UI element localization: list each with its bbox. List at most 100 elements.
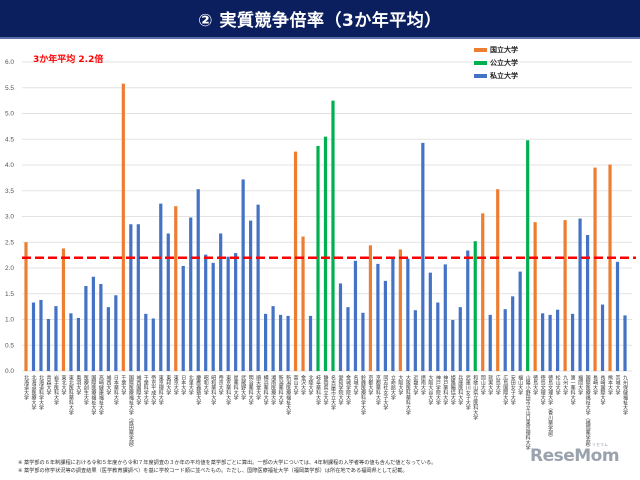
bar-private (181, 265, 185, 371)
bar-private (585, 235, 590, 371)
bar-private (623, 315, 627, 371)
bar-national (496, 189, 500, 371)
x-tick-label: 愛知学院大学 (337, 375, 344, 405)
x-tick-label: 京都薬科大学 (374, 375, 381, 405)
legend-label: 公立大学 (490, 58, 518, 67)
x-tick-label: 東京理科大学 (157, 375, 164, 405)
x-tick-label: 神戸薬科大学 (442, 375, 449, 405)
x-tick-label: 近畿大学 (412, 375, 419, 395)
x-tick-label: 安田女子大学 (509, 375, 516, 405)
bar-national (533, 222, 537, 371)
bar-private (151, 318, 155, 371)
x-tick-label: 大阪医科薬科大学 (404, 375, 411, 415)
bar-private (353, 260, 358, 371)
x-tick-label: 徳島文理大学（香川薬学部） (547, 375, 554, 440)
bar-private (196, 189, 200, 371)
x-tick-label: 名古屋市立大学 (329, 375, 336, 410)
bar-private (106, 307, 110, 371)
bar-private (541, 313, 545, 371)
bar-private (256, 204, 260, 371)
x-tick-label: 横浜薬科大学 (262, 375, 269, 405)
y-tick-label: 6.0 (5, 59, 14, 66)
x-tick-label: 東邦大学 (165, 375, 172, 395)
x-tick-label: 長崎大学 (592, 375, 599, 395)
bar-private (413, 310, 417, 371)
page-title: ② 実質競争倍率（3か年平均） (198, 11, 442, 31)
bar-private (271, 306, 275, 371)
legend: 国立大学 公立大学 私立大学 (474, 43, 518, 82)
x-tick-label: 北陸大学 (307, 375, 314, 395)
bar-public (316, 145, 320, 371)
bar-national (593, 167, 597, 371)
bar-national (174, 206, 178, 371)
bar-private (39, 299, 43, 371)
x-tick-label: 国際医療福祉大学（福岡薬学部） (584, 375, 591, 450)
x-tick-label: 新潟薬科大学 (277, 375, 284, 405)
legend-swatch (474, 60, 487, 65)
x-tick-label: 湘南医療大学 (270, 375, 277, 405)
bar-private (46, 318, 51, 371)
x-tick-label: 姫路獨協大学 (449, 375, 456, 405)
bar-public (331, 100, 335, 371)
legend-item-national: 国立大学 (474, 43, 518, 56)
bar-private (578, 218, 582, 371)
x-tick-label: 城西大学 (105, 375, 112, 395)
bar-private (346, 307, 350, 371)
y-tick-label: 3.5 (5, 188, 14, 195)
bar-national (398, 249, 402, 371)
bar-private (31, 302, 36, 371)
bar-private (159, 203, 163, 371)
bar-private (84, 286, 88, 371)
x-tick-label: 立命館大学 (389, 375, 396, 400)
x-tick-label: 崇城大学 (614, 375, 621, 395)
bar-private (383, 280, 387, 371)
bar-private (264, 313, 268, 371)
x-tick-label: 徳島大学 (532, 375, 539, 395)
legend-item-public: 公立大学 (474, 56, 518, 69)
x-tick-label: 神戸学院大学 (434, 375, 441, 405)
x-tick-label: 城西国際大学 (135, 375, 142, 405)
x-tick-label: 武庫川女子大学 (464, 375, 471, 410)
y-tick-label: 2.0 (5, 265, 14, 272)
bar-national (563, 220, 567, 371)
x-tick-label: 新潟医療福祉大学 (285, 375, 292, 415)
y-tick-label: 3.0 (5, 214, 14, 221)
y-tick-label: 5.5 (5, 85, 14, 92)
x-tick-label: 松山大学 (554, 375, 561, 395)
x-tick-label: 昭和大学 (202, 375, 209, 395)
x-tick-label: 鈴鹿医療科学大学 (359, 375, 366, 415)
bar-national (608, 164, 612, 371)
bar-national (121, 83, 125, 371)
header-bar: ② 実質競争倍率（3か年平均） (0, 0, 640, 39)
bar-national (481, 213, 485, 371)
bar-private (458, 307, 462, 371)
x-tick-label: 明治薬科大学 (247, 375, 254, 405)
x-tick-label: 富山大学 (292, 375, 299, 395)
x-tick-label: 大阪大学 (397, 375, 404, 395)
bar-public (323, 136, 328, 371)
x-tick-label: 昭和薬科大学 (210, 375, 217, 405)
x-tick-label: 熊本大学 (607, 375, 614, 395)
bar-private (114, 295, 118, 371)
average-label: 3か年平均 2.2倍 (33, 55, 104, 65)
x-tick-label: 帝京平成大学 (150, 375, 157, 405)
bar-private (241, 179, 245, 371)
x-tick-label: 摂南大学 (419, 375, 426, 395)
bar-private (144, 313, 148, 371)
bar-private (376, 263, 380, 371)
bar-private (91, 276, 95, 371)
bar-private (548, 314, 552, 371)
x-tick-label: 武蔵野大学 (240, 375, 247, 400)
bar-private (503, 309, 507, 371)
bar-private (54, 306, 58, 371)
x-tick-label: 国際医療福祉大学（成田薬学部） (127, 375, 134, 450)
bar-private (511, 296, 515, 371)
y-tick-label: 2.5 (5, 239, 14, 246)
bar-private (69, 313, 73, 371)
bar-public (473, 241, 477, 371)
y-tick-label: 4.0 (5, 162, 14, 169)
bar-private (600, 304, 605, 371)
x-tick-label: 千葉大学 (120, 375, 127, 395)
bar-private (226, 256, 230, 371)
